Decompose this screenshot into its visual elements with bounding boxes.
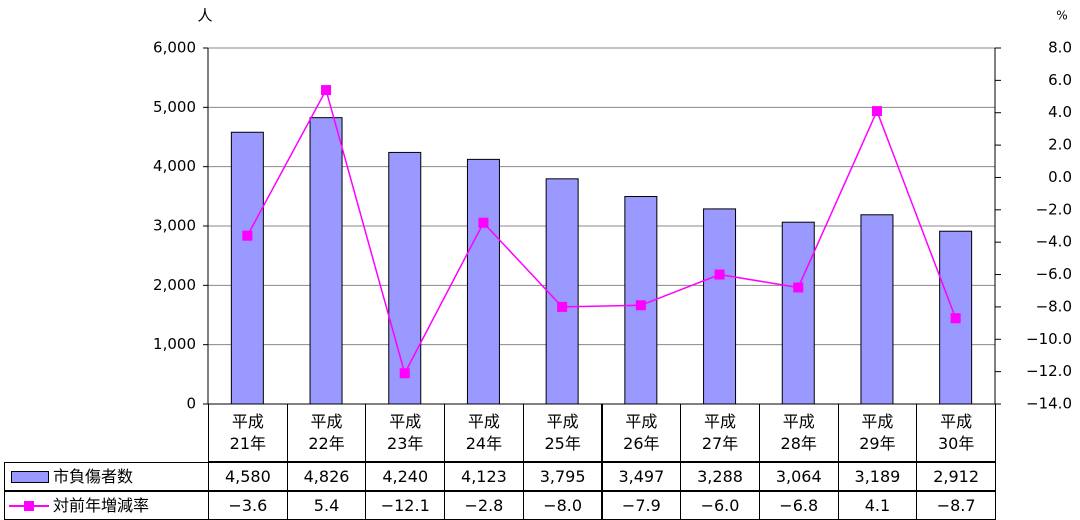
- bar: [230, 131, 264, 405]
- category-cell: 平成 26年: [601, 404, 682, 462]
- bar: [939, 230, 973, 405]
- line-marker: [635, 300, 646, 311]
- table-value: −2.8: [444, 491, 524, 520]
- table-value: 3,795: [522, 462, 603, 491]
- table-value: −7.9: [601, 491, 682, 520]
- y2-tick-label: 4.0: [1048, 103, 1072, 121]
- bar: [388, 151, 422, 405]
- bar: [860, 214, 894, 405]
- category-cell: 平成 24年: [444, 404, 524, 462]
- table-value: 3,288: [680, 462, 760, 491]
- table-value: −8.7: [916, 491, 996, 520]
- y2-tick-label: 0.0: [1048, 168, 1072, 186]
- table-value: −6.0: [680, 491, 760, 520]
- y2-tick-label: −14.0: [1026, 395, 1072, 413]
- category-cell: 平成 29年: [837, 404, 918, 462]
- y-tick-label: 5,000: [153, 98, 196, 116]
- y2-tick-label: −10.0: [1026, 330, 1072, 348]
- line-marker: [242, 230, 253, 241]
- y-tick-label: 4,000: [153, 157, 196, 175]
- table-value: 3,189: [837, 462, 918, 491]
- table-value: −12.1: [365, 491, 446, 520]
- bar: [545, 178, 579, 405]
- y2-axis-unit: %: [1056, 9, 1067, 23]
- table-value: −8.0: [522, 491, 603, 520]
- legend-cell: 市負傷者数: [4, 462, 209, 491]
- legend-cell: 対前年増減率: [4, 491, 209, 520]
- y-tick-label: 6,000: [153, 39, 196, 57]
- table-value: 4,580: [208, 462, 288, 491]
- bar: [781, 221, 815, 405]
- line-marker: [871, 106, 882, 117]
- bar: [703, 208, 737, 405]
- y2-tick-label: 2.0: [1048, 136, 1072, 154]
- line-marker: [321, 85, 332, 96]
- bar: [309, 117, 343, 405]
- line-marker: [714, 269, 725, 280]
- table-value: −6.8: [758, 491, 839, 520]
- line-marker: [557, 301, 568, 312]
- category-cell: 平成 21年: [208, 404, 288, 462]
- y2-tick-label: −8.0: [1036, 297, 1072, 315]
- category-cell: 平成 23年: [365, 404, 446, 462]
- legend-swatch: [11, 470, 49, 483]
- legend-icon: [9, 470, 49, 483]
- category-cell: 平成 25年: [522, 404, 603, 462]
- y-tick-label: 2,000: [153, 276, 196, 294]
- category-cell: 平成 27年: [680, 404, 760, 462]
- line-marker: [478, 217, 489, 228]
- table-value: 4,123: [444, 462, 524, 491]
- line-marker: [950, 313, 961, 324]
- y2-tick-label: 6.0: [1048, 71, 1072, 89]
- legend-icon: [9, 500, 49, 512]
- line-marker: [793, 282, 804, 293]
- table-value: 3,064: [758, 462, 839, 491]
- bar: [466, 158, 500, 405]
- category-cell: 平成 22年: [286, 404, 367, 462]
- bar: [624, 196, 658, 405]
- table-value: −3.6: [208, 491, 288, 520]
- y2-tick-label: −2.0: [1036, 200, 1072, 218]
- y-tick-label: 1,000: [153, 335, 196, 353]
- table-value: 4,826: [286, 462, 367, 491]
- table-value: 2,912: [916, 462, 996, 491]
- table-value: 4.1: [837, 491, 918, 520]
- legend-label: 対前年増減率: [53, 495, 150, 515]
- y-tick-label: 3,000: [153, 217, 196, 235]
- category-cell: 平成 28年: [758, 404, 839, 462]
- y2-tick-label: 8.0: [1048, 39, 1072, 57]
- table-value: 5.4: [286, 491, 367, 520]
- y2-tick-label: −4.0: [1036, 233, 1072, 251]
- legend-marker: [24, 500, 34, 511]
- y-tick-label: 0: [186, 395, 196, 413]
- table-value: 4,240: [365, 462, 446, 491]
- y-axis-unit: 人: [197, 7, 212, 25]
- line: [246, 88, 957, 376]
- line-marker: [399, 368, 410, 379]
- y2-tick-label: −12.0: [1026, 362, 1072, 380]
- y2-tick-label: −6.0: [1036, 265, 1072, 283]
- category-cell: 平成 30年: [916, 404, 996, 462]
- table-value: 3,497: [601, 462, 682, 491]
- legend-label: 市負傷者数: [53, 466, 134, 486]
